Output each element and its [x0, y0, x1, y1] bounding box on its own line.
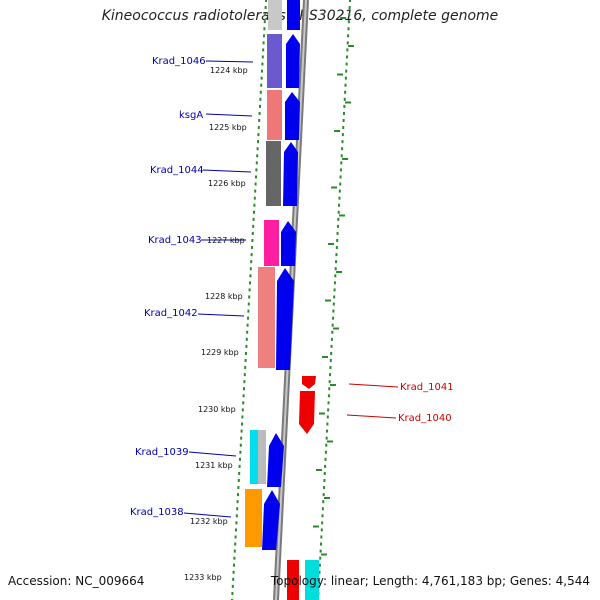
cog-block-krad-1039a — [250, 430, 258, 484]
gene-labels: Krad_1046 ksgA Krad_1044 Krad_1043 Krad_1042… — [130, 56, 454, 518]
gene-arrow-krad-1040 — [299, 391, 315, 434]
gene-label-krad-1044[interactable]: Krad_1044 — [150, 165, 204, 176]
gene-arrow-krad-1038 — [262, 490, 280, 550]
gene-arrow-krad-1042 — [276, 268, 294, 370]
kbp-labels: 1224 kbp 1225 kbp 1226 kbp 1227 kbp 1228 kbp… — [184, 66, 248, 582]
gene-arrow-top — [287, 0, 300, 30]
gene-arrow-krad-1044 — [283, 142, 298, 206]
kbp-label-4: 1228 kbp — [205, 292, 243, 301]
cog-block-bottom-cyan — [305, 560, 319, 600]
kbp-label-9: 1233 kbp — [184, 573, 222, 582]
cog-blocks — [245, 0, 319, 600]
leader-krad-1040 — [346, 414, 397, 419]
kbp-label-8: 1232 kbp — [190, 517, 228, 526]
gene-label-krad-1043[interactable]: Krad_1043 — [148, 235, 202, 246]
accession-text: Accession: NC_009664 — [8, 574, 145, 588]
tick-line-left — [231, 0, 267, 600]
topology-text: Topology: linear; Length: 4,761,183 bp; … — [270, 574, 590, 588]
leader-krad-1042 — [197, 313, 245, 317]
cog-block-krad-1038 — [245, 489, 262, 547]
gene-label-krad-1042[interactable]: Krad_1042 — [144, 308, 198, 319]
kbp-label-7: 1231 kbp — [195, 461, 233, 470]
kbp-label-1: 1225 kbp — [209, 123, 247, 132]
gene-label-krad-1040[interactable]: Krad_1040 — [398, 413, 452, 424]
cog-block-ksga — [267, 90, 282, 140]
cog-block-krad-1043a — [264, 220, 279, 266]
leader-krad-1039 — [188, 451, 237, 457]
kbp-label-6: 1230 kbp — [198, 405, 236, 414]
cog-block-krad-1039b — [258, 430, 266, 484]
leader-krad-1038 — [183, 512, 232, 518]
gene-arrow-ksga — [285, 92, 300, 140]
kbp-label-5: 1229 kbp — [201, 348, 239, 357]
leader-krad-1041 — [348, 383, 399, 388]
gene-arrows — [262, 0, 316, 550]
tick-marks — [231, 0, 355, 600]
leader-lines — [183, 60, 399, 518]
gene-label-krad-1038[interactable]: Krad_1038 — [130, 507, 184, 518]
cog-block-krad-1046 — [267, 34, 282, 88]
leader-krad-1046 — [205, 60, 254, 63]
kbp-label-3: 1227 kbp — [207, 236, 245, 245]
cog-block-bottom-red — [287, 560, 299, 600]
kbp-label-0: 1224 kbp — [210, 66, 248, 75]
cog-block-top — [268, 0, 282, 30]
gene-arrow-krad-1046 — [286, 34, 300, 88]
leader-krad-1044 — [202, 169, 252, 173]
tick-line-right — [317, 0, 351, 600]
gene-label-krad-1046[interactable]: Krad_1046 — [152, 56, 206, 67]
leader-ksga — [205, 113, 253, 117]
gene-arrow-krad-1043 — [281, 221, 296, 266]
gene-label-krad-1041[interactable]: Krad_1041 — [400, 382, 454, 393]
gene-arrow-krad-1039 — [267, 433, 284, 487]
gene-arrow-krad-1041 — [302, 376, 316, 389]
kbp-label-2: 1226 kbp — [208, 179, 246, 188]
gene-label-krad-1039[interactable]: Krad_1039 — [135, 447, 189, 458]
gene-label-ksga[interactable]: ksgA — [179, 110, 203, 121]
cog-block-krad-1042 — [258, 267, 275, 368]
cog-block-krad-1044 — [266, 141, 281, 206]
tick-dashes — [312, 17, 355, 556]
